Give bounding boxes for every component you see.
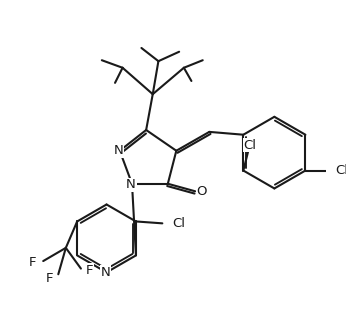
Text: O: O: [197, 185, 207, 198]
Text: F: F: [46, 272, 54, 285]
Text: Cl: Cl: [336, 164, 346, 177]
Text: N: N: [126, 178, 136, 191]
Text: Cl: Cl: [172, 217, 185, 230]
Text: N: N: [101, 266, 110, 279]
Text: F: F: [29, 256, 37, 269]
Text: F: F: [85, 264, 93, 277]
Text: N: N: [114, 144, 124, 157]
Text: Cl: Cl: [244, 139, 256, 152]
